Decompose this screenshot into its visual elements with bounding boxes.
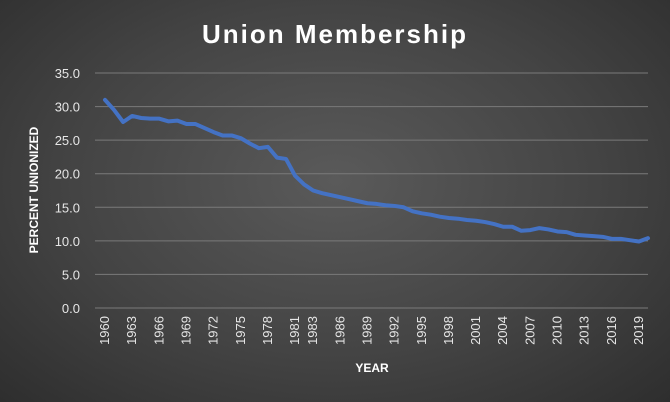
- x-tick-label: 2013: [577, 316, 592, 345]
- y-axis-label: PERCENT UNIONIZED: [27, 126, 41, 253]
- chart-title: Union Membership: [202, 19, 468, 49]
- x-tick-label: 2004: [495, 316, 510, 345]
- y-tick-label: 35.0: [55, 66, 80, 81]
- y-tick-label: 25.0: [55, 133, 80, 148]
- x-tick-label: 1969: [178, 316, 193, 345]
- x-tick-label: 1972: [206, 316, 221, 345]
- x-tick-label: 2010: [550, 316, 565, 345]
- x-tick-label: 1978: [260, 316, 275, 345]
- x-tick-label: 1995: [414, 316, 429, 345]
- x-tick-label: 1966: [151, 316, 166, 345]
- x-tick-label: 1989: [359, 316, 374, 345]
- series-line-union-membership: [103, 97, 650, 244]
- y-tick-labels: 0.0 5.0 10.0 15.0 20.0 25.0 30.0 35.0: [55, 66, 80, 316]
- x-tick-label: 1963: [124, 316, 139, 345]
- x-tick-label: 1960: [97, 316, 112, 345]
- x-tick-label: 2007: [522, 316, 537, 345]
- y-tick-label: 10.0: [55, 234, 80, 249]
- x-tick-label: 1992: [387, 316, 402, 345]
- x-tick-label: 1981: [287, 316, 302, 345]
- x-tick-label: 2001: [468, 316, 483, 345]
- x-tick-label: 1975: [233, 316, 248, 345]
- y-tick-label: 15.0: [55, 200, 80, 215]
- x-tick-labels: 1960 1963 1966 1969 1972 1975 1978 1981 1983 1986…: [97, 316, 646, 345]
- x-tick-label: 1998: [441, 316, 456, 345]
- x-tick-label: 1983: [305, 316, 320, 345]
- y-tick-label: 0.0: [62, 301, 80, 316]
- y-tick-label: 30.0: [55, 100, 80, 115]
- gridlines: [95, 72, 648, 309]
- x-axis-label: YEAR: [355, 361, 389, 375]
- x-tick-label: 2019: [631, 316, 646, 345]
- y-tick-label: 20.0: [55, 167, 80, 182]
- x-tick-label: 1986: [332, 316, 347, 345]
- y-tick-label: 5.0: [62, 267, 80, 282]
- x-tick-label: 2016: [604, 316, 619, 345]
